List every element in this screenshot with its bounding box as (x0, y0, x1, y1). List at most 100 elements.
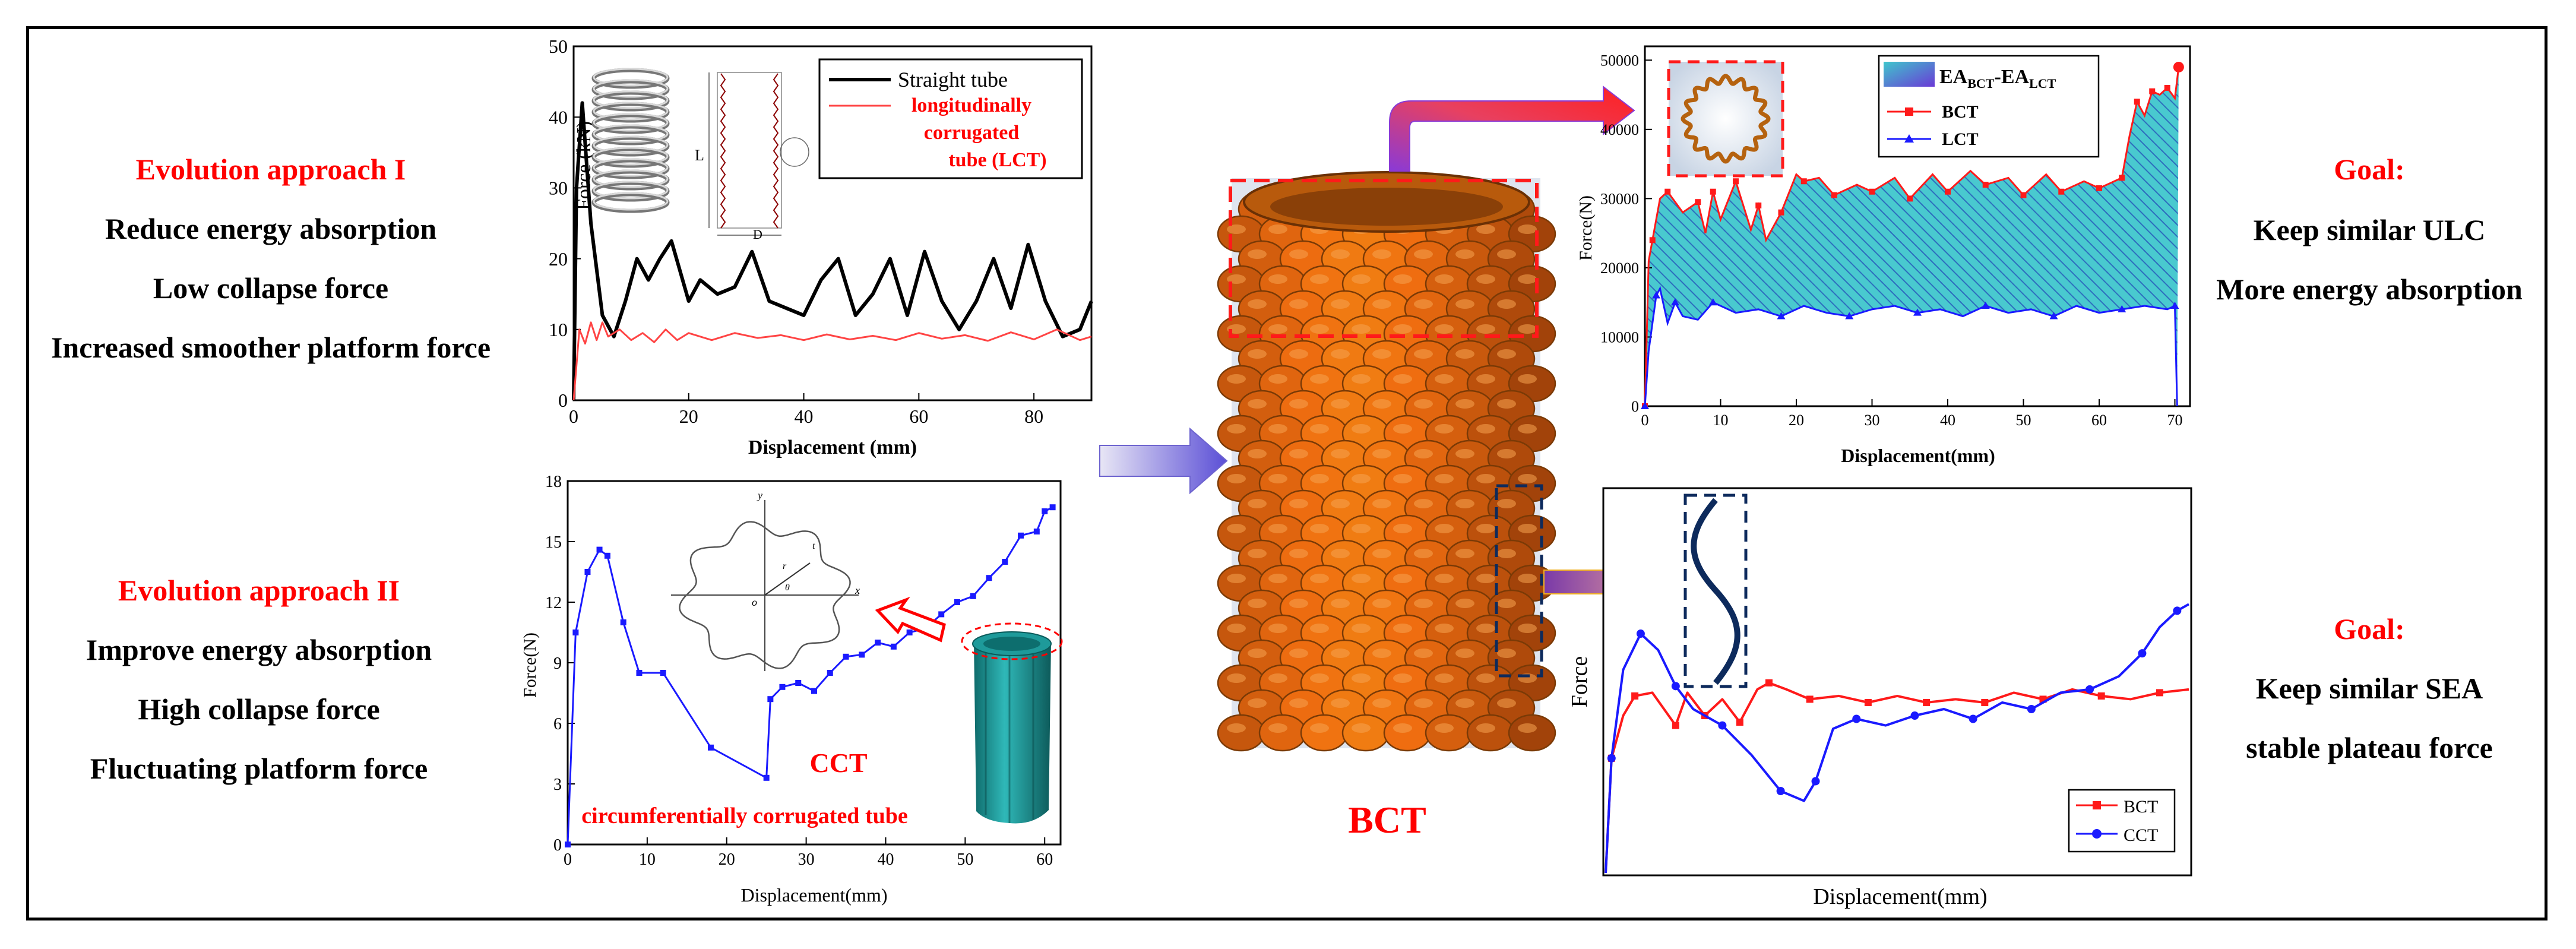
bct-cell-highlight (1331, 349, 1350, 359)
chart2-point (584, 569, 591, 575)
figure-border (26, 26, 2547, 920)
bct-cell-highlight (1372, 449, 1391, 458)
bct-cell-highlight (1393, 723, 1412, 733)
bct-cell-highlight (1248, 499, 1267, 508)
chart3-xtick-label: 20 (1789, 412, 1804, 429)
spring-ring-highlight (593, 169, 669, 188)
spring-ring-highlight (593, 102, 669, 121)
bct-cell-highlight (1435, 424, 1454, 434)
chart2-ylabel: Force(N) (520, 632, 540, 698)
chart4-point-cct (2027, 705, 2036, 713)
bct-cell-highlight (1227, 524, 1246, 533)
chart4-point-cct (1718, 721, 1727, 730)
approach1-line-1: Reduce energy absorption (105, 212, 437, 245)
chart1-legend-straight: Straight tube (898, 68, 1008, 91)
approach1-title: Evolution approach I (135, 153, 406, 186)
bct-cell-highlight (1268, 723, 1287, 733)
bct-cell (1341, 714, 1390, 752)
bct-red-dashed-box (1229, 179, 1539, 338)
bct-cell-highlight (1289, 299, 1308, 309)
chart2-point (636, 670, 643, 676)
chart2-ytick-label: 12 (545, 594, 562, 612)
chart2-point (954, 599, 960, 605)
chart3-point-bct (1695, 199, 1701, 205)
chart1-ytick-label: 10 (549, 319, 568, 340)
bct-cell-highlight (1268, 624, 1287, 633)
bct-cell-highlight (1227, 374, 1246, 384)
bct-cell (1300, 714, 1349, 752)
chart3-point-bct (2119, 175, 2125, 181)
bct-cell-highlight (1227, 574, 1246, 583)
bct-cell-highlight (1497, 349, 1516, 359)
bct-cell-highlight (1435, 524, 1454, 533)
bct-cell-highlight (1372, 499, 1391, 508)
chart3-xtick-label: 50 (2016, 412, 2031, 429)
chart3-legend-marker-lct (1904, 134, 1914, 143)
chart4-point-bct (1981, 698, 1989, 706)
chart1-xtick-label: 0 (569, 406, 578, 427)
bct-cell-highlight (1497, 649, 1516, 658)
bct-cell-highlight (1393, 474, 1412, 483)
bct-cell-highlight (1455, 349, 1474, 359)
lct-label-D: D (753, 227, 762, 242)
polar-label-y: y (757, 489, 762, 501)
chart3-series-bct (1644, 67, 2180, 407)
bct-cell-highlight (1310, 723, 1329, 733)
approach2-line-1: Improve energy absorption (86, 633, 432, 666)
bct-cell-highlight (1414, 299, 1433, 309)
bct-cell-highlight (1518, 324, 1537, 334)
chart2-point (767, 696, 774, 703)
bct-cell-highlight (1248, 299, 1267, 309)
bct-cell-highlight (1455, 599, 1474, 608)
chart2-point (843, 653, 849, 660)
chart3-series-lct (1644, 286, 2178, 407)
bct-cell-highlight (1268, 673, 1287, 683)
chart4-point-bct (1736, 719, 1743, 726)
chart1-ytick-label: 30 (549, 178, 568, 199)
chart3-ytick-label: 30000 (1600, 190, 1639, 207)
bct-cell-highlight (1310, 274, 1329, 284)
bct-cell-highlight (1289, 649, 1308, 658)
chart2-point (827, 670, 833, 676)
chart4-xlabel: Displacement(mm) (1813, 884, 1987, 909)
chart4-point-cct (1671, 682, 1680, 691)
chart1-series-lct (572, 321, 1092, 401)
bct-cell-highlight (1372, 599, 1391, 608)
polar-label-x: x (855, 584, 860, 596)
chart2-xtick-label: 20 (719, 850, 735, 869)
bct-cell (1508, 714, 1556, 752)
bct-cell-highlight (1331, 698, 1350, 708)
chart3-xtick-label: 40 (1940, 412, 1955, 429)
bct-cell-highlight (1393, 574, 1412, 583)
bct-cell-highlight (1518, 574, 1537, 583)
bct-cell-highlight (1414, 249, 1433, 259)
bct-navy-dashed-box (1495, 484, 1543, 678)
bct-cell (1217, 714, 1265, 752)
bct-cell-highlight (1331, 299, 1350, 309)
bct-cell-highlight (1476, 424, 1495, 434)
bct-cell-highlight (1518, 723, 1537, 733)
goal1-line-2: More energy absorption (2216, 273, 2523, 306)
bct-cell-highlight (1268, 524, 1287, 533)
chart4-point-bct (1631, 692, 1639, 700)
chart1-ytick-label: 40 (549, 106, 568, 128)
chart2-point (859, 651, 865, 658)
chart2-point (604, 552, 610, 559)
bct-cell-highlight (1414, 599, 1433, 608)
approach1-line-3: Increased smoother platform force (50, 331, 491, 364)
chart1-ytick-label: 0 (558, 390, 568, 411)
bct-cell-highlight (1455, 549, 1474, 558)
approach1-line-2: Low collapse force (153, 271, 389, 305)
chart4-point-bct (1672, 722, 1679, 729)
polar-label-r: r (783, 561, 787, 571)
chart3-point-bct (1800, 178, 1807, 185)
chart2-point (938, 611, 945, 618)
bct-cell-highlight (1455, 299, 1474, 309)
chart3-inset (1667, 60, 1784, 178)
lct-sketch: L D (695, 72, 809, 242)
chart1-xtick-label: 40 (795, 406, 814, 427)
bct-top-hole (1270, 188, 1503, 226)
chart4-point-bct (2156, 689, 2163, 697)
bct-cell-highlight (1310, 424, 1329, 434)
chart3-point-bct (2096, 185, 2102, 191)
